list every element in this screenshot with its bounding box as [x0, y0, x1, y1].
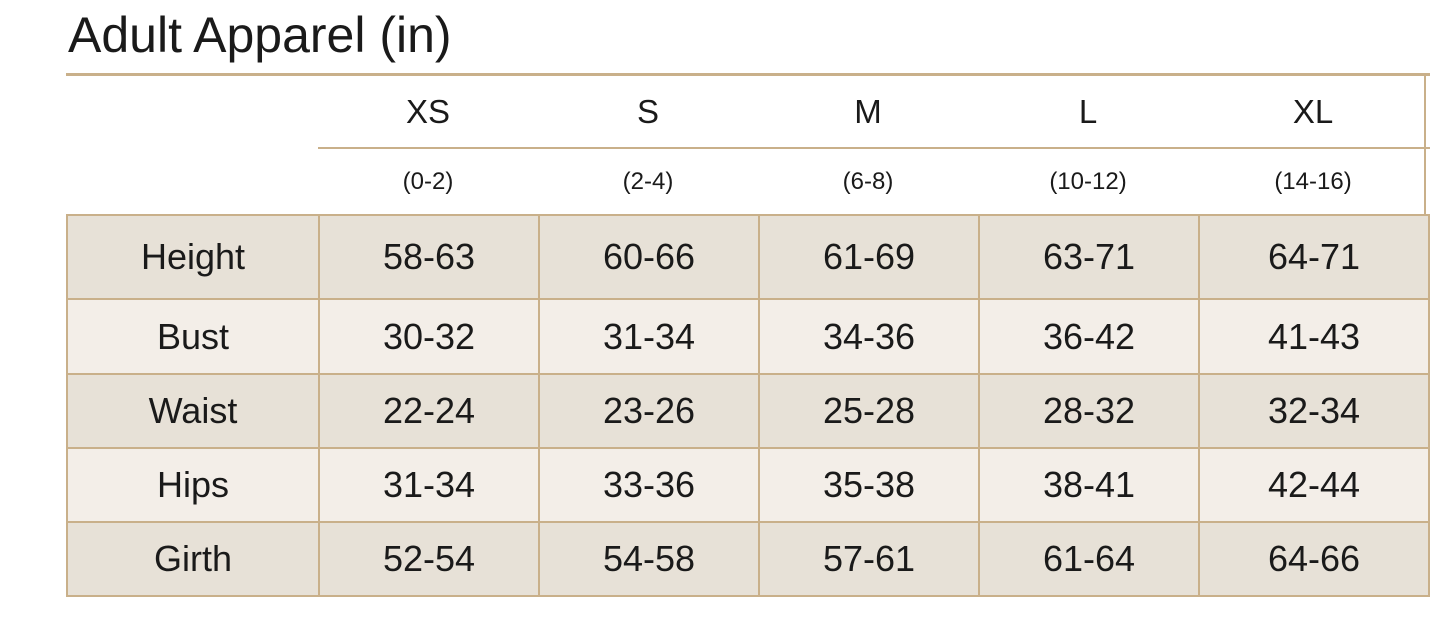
- table-cell: 58-63: [318, 214, 540, 300]
- row-label: Waist: [66, 373, 320, 449]
- rule: [318, 147, 1430, 149]
- table-cell: 31-34: [318, 447, 540, 523]
- size-header: L: [1078, 93, 1098, 130]
- range-header: (0-2): [402, 167, 454, 195]
- title: Adult Apparel (in): [68, 7, 452, 63]
- size-header: M: [854, 93, 882, 130]
- table-cell: 42-44: [1198, 447, 1430, 523]
- table-cell: 30-32: [318, 298, 540, 375]
- table-cell: 57-61: [758, 521, 980, 597]
- table-cell: 60-66: [538, 214, 760, 300]
- rule: [66, 73, 1430, 76]
- row-label: Hips: [66, 447, 320, 523]
- table-cell: 35-38: [758, 447, 980, 523]
- table-cell: 22-24: [318, 373, 540, 449]
- table-cell: 25-28: [758, 373, 980, 449]
- table-cell: 64-66: [1198, 521, 1430, 597]
- table-cell: 33-36: [538, 447, 760, 523]
- row-label: Height: [66, 214, 320, 300]
- table-cell: 61-64: [978, 521, 1200, 597]
- table-cell: 54-58: [538, 521, 760, 597]
- rule: [1424, 73, 1426, 214]
- table-cell: 23-26: [538, 373, 760, 449]
- table-cell: 52-54: [318, 521, 540, 597]
- table-cell: 34-36: [758, 298, 980, 375]
- size-header: S: [636, 93, 659, 130]
- range-header: (10-12): [1049, 167, 1127, 195]
- range-header: (6-8): [842, 167, 894, 195]
- table-cell: 28-32: [978, 373, 1200, 449]
- table-cell: 38-41: [978, 447, 1200, 523]
- row-label: Girth: [66, 521, 320, 597]
- range-header: (14-16): [1274, 167, 1352, 195]
- table-cell: 61-69: [758, 214, 980, 300]
- size-header: XL: [1292, 93, 1334, 130]
- table-cell: 36-42: [978, 298, 1200, 375]
- table-cell: 64-71: [1198, 214, 1430, 300]
- table-cell: 31-34: [538, 298, 760, 375]
- range-header: (2-4): [622, 167, 674, 195]
- table-cell: 41-43: [1198, 298, 1430, 375]
- table-cell: 32-34: [1198, 373, 1430, 449]
- table-cell: 63-71: [978, 214, 1200, 300]
- row-label: Bust: [66, 298, 320, 375]
- size-header: XS: [405, 93, 451, 130]
